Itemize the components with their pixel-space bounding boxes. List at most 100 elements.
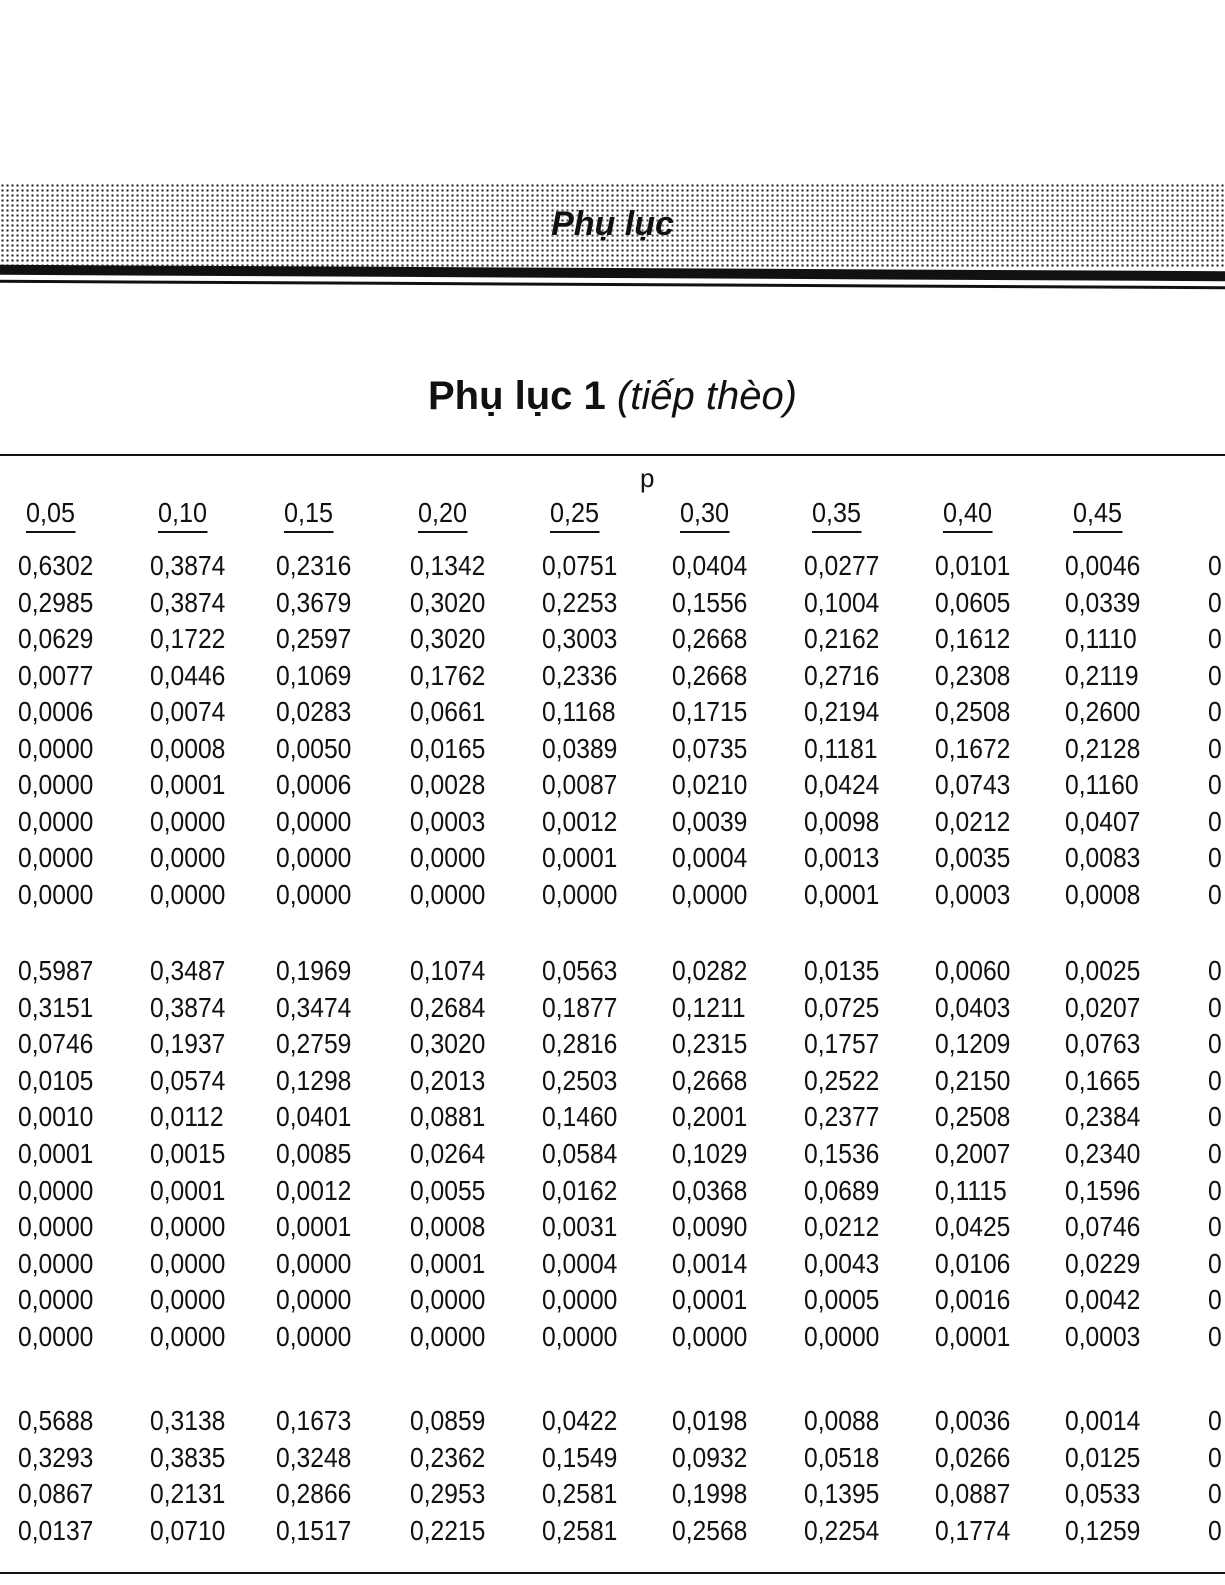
header-band [0, 183, 1225, 268]
table-row: 0,0867 0,2131 0,2866 0,2953 0,2581 0,1998 0,13… [0, 1478, 1225, 1514]
table-row: 0,5688 0,3138 0,1673 0,0859 0,0422 0,0198 0,00… [0, 1405, 1225, 1441]
table-cell: 0,1209 [935, 1028, 1011, 1060]
table-cell: 0,2128 [1065, 732, 1141, 764]
table-cell: 0,0000 [18, 1321, 94, 1352]
table-cell: 0,0389 [542, 732, 618, 764]
table-cell: 0,3874 [150, 991, 226, 1023]
table-cell: 0,0004 [542, 1247, 618, 1279]
table-cell: 0,0008 [410, 1211, 486, 1243]
table-row: 0,0000 0,0000 0,0001 0,0008 0,0031 0,0090 0,02… [0, 1211, 1225, 1247]
table-cell: 0,2581 [542, 1514, 618, 1546]
table-cell: 0,2384 [1065, 1101, 1141, 1133]
table-cell: 0,2340 [1065, 1138, 1141, 1169]
table-cell: 0,1665 [1065, 1064, 1141, 1096]
table-cell: 0,1969 [276, 955, 352, 986]
table-cell: 0,2866 [276, 1478, 352, 1509]
table-cell: 0,0210 [672, 769, 748, 800]
table-cell: 0,0000 [410, 878, 486, 910]
table-cell: 0,3020 [410, 623, 486, 654]
clipped-cell: 0 [1208, 769, 1222, 800]
column-header: 0,30 [680, 497, 730, 533]
table-cell: 0,2253 [542, 586, 618, 618]
table-cell: 0,0000 [542, 1284, 618, 1316]
table-row: 0,0000 0,0008 0,0050 0,0165 0,0389 0,0735 0,11… [0, 733, 1225, 769]
table-cell: 0,0574 [150, 1064, 226, 1096]
table-cell: 0,3151 [18, 991, 94, 1023]
table-cell: 0,2013 [410, 1064, 486, 1096]
table-cell: 0,0533 [1065, 1478, 1141, 1509]
table-row: 0,0000 0,0000 0,0000 0,0000 0,0001 0,0004 0,00… [0, 842, 1225, 878]
table-cell: 0,0000 [18, 842, 94, 873]
table-cell: 0,2162 [804, 623, 880, 654]
table-cell: 0,0112 [150, 1101, 224, 1133]
table-cell: 0,3020 [410, 1028, 486, 1060]
table-cell: 0,2985 [18, 586, 94, 618]
clipped-cell: 0 [1208, 878, 1222, 910]
table-cell: 0,1115 [935, 1174, 1007, 1206]
table-cell: 0,1596 [1065, 1174, 1141, 1206]
table-cell: 0,0039 [672, 805, 748, 837]
table-cell: 0,0105 [18, 1064, 94, 1096]
table-cell: 0,2007 [935, 1138, 1011, 1169]
column-header: 0,35 [812, 497, 862, 533]
table-cell: 0,0074 [150, 696, 226, 727]
table-cell: 0,0025 [1065, 955, 1141, 986]
table-cell: 0,2508 [935, 1101, 1011, 1133]
running-title: Phụ lục [551, 205, 674, 243]
clipped-cell: 0 [1208, 805, 1222, 837]
table-cell: 0,5987 [18, 955, 94, 986]
clipped-cell: 0 [1208, 1284, 1222, 1316]
table-cell: 0,1211 [672, 991, 746, 1023]
table-cell: 0,2581 [542, 1478, 618, 1509]
table-cell: 0,0016 [935, 1284, 1011, 1316]
column-header: 0,10 [158, 497, 208, 533]
table-cell: 0,0001 [672, 1284, 748, 1316]
table-cell: 0,1762 [410, 659, 486, 691]
table-row: 0,0137 0,0710 0,1517 0,2215 0,2581 0,2568 0,22… [0, 1515, 1225, 1551]
table-cell: 0,0932 [672, 1441, 748, 1473]
table-cell: 0,1004 [804, 586, 880, 618]
table-cell: 0,0000 [18, 1284, 94, 1316]
table-cell: 0,0735 [672, 732, 748, 764]
column-header: 0,25 [550, 497, 600, 533]
clipped-cell: 0 [1208, 1174, 1222, 1206]
table-cell: 0,0212 [804, 1211, 880, 1243]
table-cell: 0,1774 [935, 1514, 1011, 1546]
table-cell: 0,2597 [276, 623, 352, 654]
table-cell: 0,2119 [1065, 659, 1139, 691]
table-cell: 0,1259 [1065, 1514, 1141, 1546]
table-cell: 0,3835 [150, 1441, 226, 1473]
table-cell: 0,0137 [18, 1514, 94, 1546]
table-cell: 0,0422 [542, 1405, 618, 1436]
table-cell: 0,1168 [542, 696, 616, 727]
clipped-cell: 0 [1208, 732, 1222, 764]
table-cell: 0,0198 [672, 1405, 748, 1436]
table-cell: 0,0001 [150, 1174, 226, 1206]
table-cell: 0,2316 [276, 550, 352, 581]
table-cell: 0,1298 [276, 1064, 352, 1096]
table-cell: 0,2336 [542, 659, 618, 691]
table-row: 0,0000 0,0000 0,0000 0,0001 0,0004 0,0014 0,00… [0, 1248, 1225, 1284]
table-cell: 0,1757 [804, 1028, 880, 1060]
column-header: 0,15 [284, 497, 334, 533]
table-cell: 0,1181 [804, 732, 878, 764]
table-cell: 0,2308 [935, 659, 1011, 691]
table-cell: 0,1460 [542, 1101, 618, 1133]
table-cell: 0,1672 [935, 732, 1011, 764]
table-cell: 0,0014 [1065, 1405, 1141, 1436]
table-cell: 0,0036 [935, 1405, 1011, 1436]
table-cell: 0,0088 [804, 1405, 880, 1436]
table-cell: 0,0000 [410, 842, 486, 873]
table-cell: 0,0000 [150, 805, 226, 837]
table-cell: 0,0229 [1065, 1247, 1141, 1279]
table-cell: 0,0001 [18, 1138, 94, 1169]
table-row: 0,5987 0,3487 0,1969 0,1074 0,0563 0,0282 0,01… [0, 955, 1225, 991]
table-cell: 0,0887 [935, 1478, 1011, 1509]
table-cell: 0,2522 [804, 1064, 880, 1096]
column-header: 0,45 [1073, 497, 1123, 533]
table-cell: 0,0000 [276, 1321, 352, 1352]
table-cell: 0,0563 [542, 955, 618, 986]
table-cell: 0,0446 [150, 659, 226, 691]
table-cell: 0,1549 [542, 1441, 618, 1473]
table-cell: 0,1722 [150, 623, 226, 654]
